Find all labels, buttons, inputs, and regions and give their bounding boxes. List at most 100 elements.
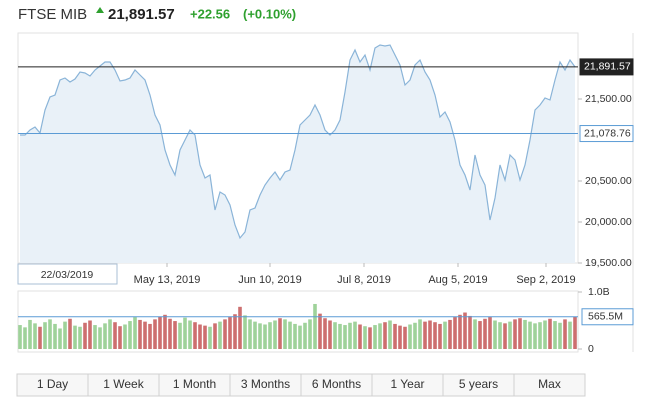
- range-button[interactable]: 1 Week: [87, 373, 160, 397]
- volume-bar: [478, 321, 482, 349]
- y-tick-label: 20,000.00: [585, 216, 632, 228]
- y-tick-label: 20,500.00: [585, 175, 632, 187]
- volume-bar: [218, 321, 222, 349]
- volume-bar: [208, 326, 212, 349]
- volume-bar: [138, 319, 142, 349]
- volume-bar: [123, 324, 127, 349]
- volume-bar: [63, 321, 67, 349]
- start-date: 22/03/2019: [41, 269, 94, 281]
- area-fill: [20, 45, 575, 263]
- volume-bar: [113, 322, 117, 349]
- volume-bar: [303, 322, 307, 349]
- volume-bar: [243, 315, 247, 349]
- volume-bar: [543, 320, 547, 349]
- volume-bar: [83, 322, 87, 349]
- volume-bar: [453, 317, 457, 349]
- volume-bar: [18, 325, 22, 349]
- range-button[interactable]: 3 Months: [229, 373, 302, 397]
- volume-bar: [58, 328, 62, 349]
- volume-bar: [198, 324, 202, 349]
- volume-bar: [473, 319, 477, 349]
- volume-bar: [228, 317, 232, 349]
- x-tick-label: Sep 2, 2019: [516, 274, 575, 286]
- volume-bar: [348, 322, 352, 349]
- volume-bar: [193, 322, 197, 349]
- x-tick-label: May 13, 2019: [134, 274, 201, 286]
- volume-bar: [468, 315, 472, 349]
- volume-bar: [368, 327, 372, 349]
- volume-bar: [313, 303, 317, 349]
- y-tick-label: 21,500.00: [585, 93, 632, 105]
- price: 21,891.57: [108, 6, 175, 23]
- volume-bar: [98, 327, 102, 349]
- volume-bar: [173, 321, 177, 349]
- volume-bar: [488, 317, 492, 349]
- volume-bar: [498, 322, 502, 349]
- symbol: FTSE MIB: [18, 6, 87, 23]
- reference-label-box: [579, 58, 634, 76]
- volume-bar: [88, 320, 92, 349]
- volume-bar: [573, 316, 577, 349]
- volume-bar: [158, 316, 162, 349]
- volume-bar: [148, 323, 152, 349]
- volume-bar: [513, 319, 517, 349]
- volume-bar: [268, 322, 272, 349]
- volume-bar: [423, 321, 427, 349]
- volume-bar: [418, 319, 422, 349]
- volume-bar: [438, 323, 442, 349]
- volume-bar: [493, 320, 497, 349]
- volume-bar: [293, 323, 297, 349]
- volume-bar: [128, 321, 132, 349]
- volume-bar: [363, 326, 367, 349]
- volume-bar: [518, 318, 522, 349]
- range-button[interactable]: Max: [513, 373, 586, 397]
- volume-bar: [408, 324, 412, 349]
- range-button-label: 6 Months: [312, 377, 361, 391]
- volume-bar: [358, 324, 362, 349]
- volume-bar: [443, 321, 447, 349]
- volume-bar: [503, 323, 507, 349]
- volume-bar: [238, 306, 242, 349]
- volume-bar: [68, 318, 72, 349]
- volume-bar: [528, 321, 532, 349]
- range-button-label: 3 Months: [241, 377, 290, 391]
- volume-bar: [393, 323, 397, 349]
- volume-bar: [108, 319, 112, 349]
- volume-bar: [343, 325, 347, 349]
- volume-bar: [163, 314, 167, 349]
- volume-bar: [288, 321, 292, 349]
- volume-bar: [548, 318, 552, 349]
- reference-label: 21,891.57: [584, 61, 631, 73]
- volume-bar: [398, 325, 402, 349]
- volume-bar: [333, 322, 337, 349]
- volume-bar: [253, 321, 257, 349]
- volume-bar: [378, 323, 382, 349]
- volume-bar: [188, 320, 192, 349]
- range-button[interactable]: 1 Day: [16, 373, 89, 397]
- range-button[interactable]: 1 Year: [371, 373, 444, 397]
- range-button-label: 1 Week: [103, 377, 144, 391]
- volume-bar: [153, 319, 157, 349]
- volume-bar: [433, 322, 437, 349]
- volume-bar: [38, 326, 42, 349]
- range-button[interactable]: 5 years: [442, 373, 515, 397]
- volume-bar: [523, 319, 527, 349]
- volume-bar: [278, 318, 282, 349]
- volume-bar: [28, 319, 32, 349]
- volume-bar: [233, 314, 237, 349]
- volume-bar: [483, 318, 487, 349]
- y-tick-label: 1.0B: [588, 286, 610, 298]
- change-pct: (+0.10%): [243, 6, 296, 21]
- volume-bar: [508, 321, 512, 349]
- x-tick-label: Jul 8, 2019: [337, 274, 391, 286]
- volume-bar: [458, 314, 462, 349]
- volume-bar: [273, 320, 277, 349]
- range-button[interactable]: 1 Month: [158, 373, 231, 397]
- range-button[interactable]: 6 Months: [300, 373, 373, 397]
- volume-bar: [533, 323, 537, 349]
- volume-bar: [538, 322, 542, 349]
- range-button-bg: [513, 373, 586, 397]
- volume-bar: [168, 318, 172, 349]
- volume-bar: [308, 319, 312, 349]
- volume-bar: [403, 326, 407, 349]
